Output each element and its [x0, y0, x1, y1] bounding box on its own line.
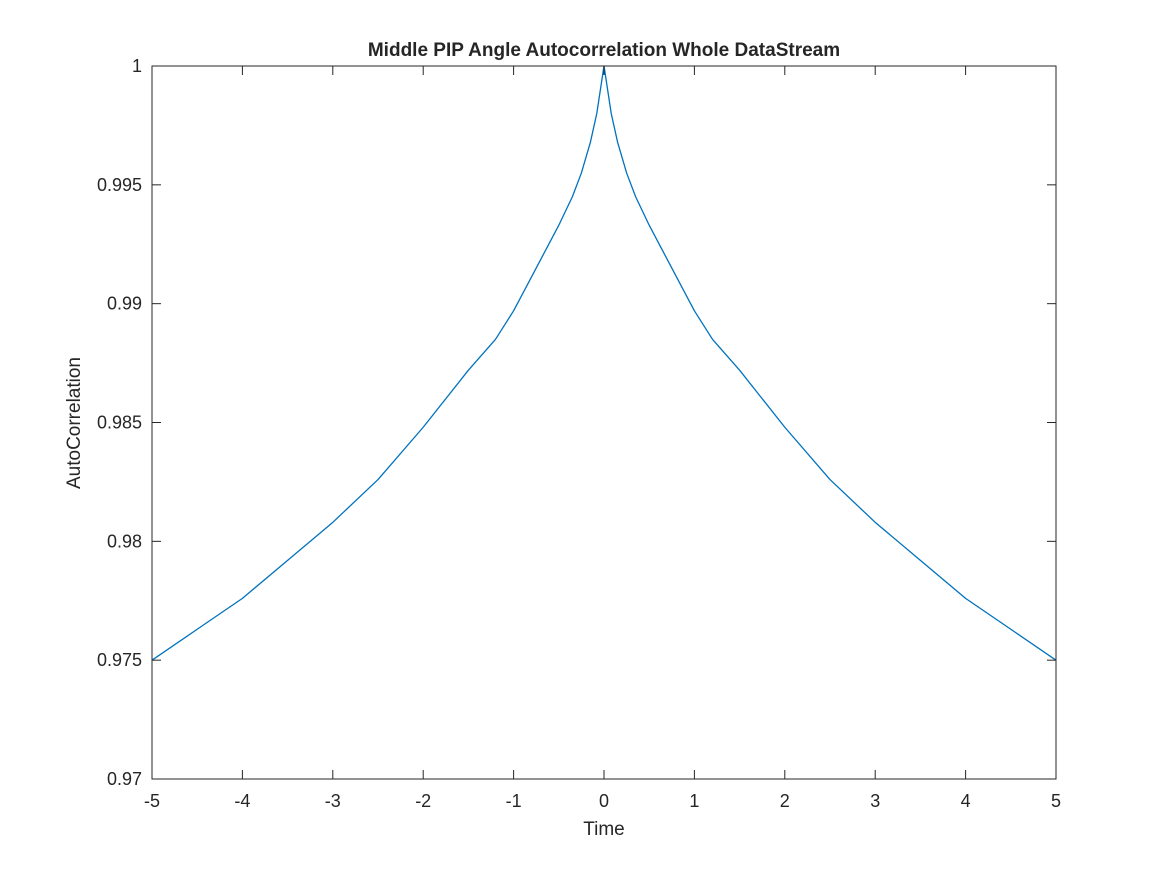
x-tick-label: -5 [144, 791, 160, 811]
y-tick-label: 0.97 [107, 769, 142, 789]
plot-area [151, 65, 1057, 780]
axes-box [151, 65, 1057, 780]
y-tick-label: 0.975 [97, 650, 142, 670]
x-tick-label: 2 [780, 791, 790, 811]
x-tick-label: -2 [415, 791, 431, 811]
x-tick-label: 3 [870, 791, 880, 811]
x-tick-label: -3 [325, 791, 341, 811]
chart-title: Middle PIP Angle Autocorrelation Whole D… [368, 40, 840, 61]
y-tick-label: 0.98 [107, 531, 142, 551]
x-tick-label: 1 [689, 791, 699, 811]
y-tick-label: 0.985 [97, 413, 142, 433]
x-tick-label: 0 [599, 791, 609, 811]
y-tick-label: 1 [132, 56, 142, 76]
x-axis-ticks: -5 -4 -3 -2 -1 0 1 2 3 4 5 [144, 66, 1061, 811]
x-tick-label: -1 [506, 791, 522, 811]
x-tick-label: -4 [234, 791, 250, 811]
x-axis-label: Time [583, 819, 625, 840]
x-tick-label: 5 [1051, 791, 1061, 811]
series-line-0 [151, 65, 1057, 661]
x-tick-label: 4 [961, 791, 971, 811]
y-tick-label: 0.995 [97, 175, 142, 195]
y-axis-ticks: 0.97 0.975 0.98 0.985 0.99 0.995 1 [97, 56, 1056, 789]
y-tick-label: 0.99 [107, 294, 142, 314]
y-axis-label: AutoCorrelation [64, 357, 85, 489]
